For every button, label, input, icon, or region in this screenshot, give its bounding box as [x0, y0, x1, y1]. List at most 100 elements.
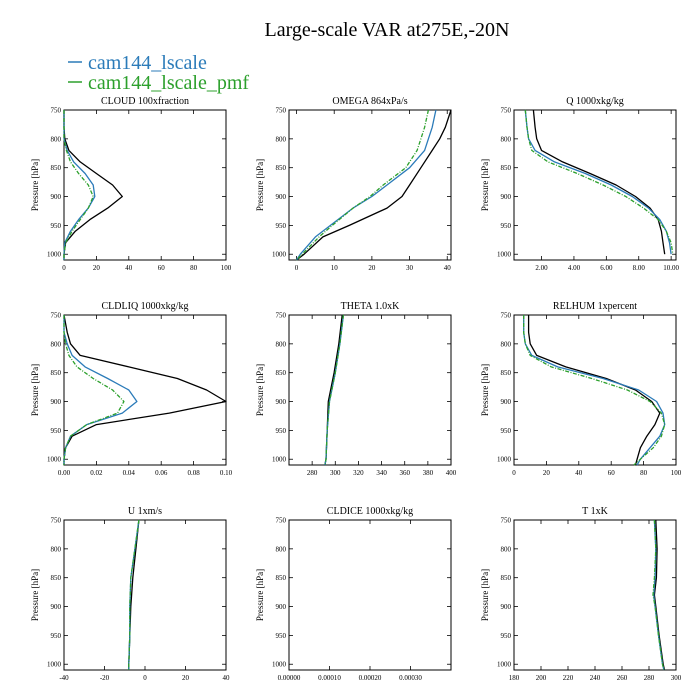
panel-title: OMEGA 864xPa/s: [332, 96, 407, 107]
x-tick-label: 0.10: [220, 469, 233, 477]
x-tick-label: 0.00000: [278, 674, 301, 682]
series-line-control: [527, 315, 661, 466]
y-axis-label: Pressure [hPa]: [480, 364, 490, 416]
series-line-pmf: [524, 109, 674, 255]
x-tick-label: 180: [509, 674, 520, 682]
y-tick-label: 750: [276, 107, 287, 115]
series-line-pmf: [63, 110, 94, 260]
x-tick-label: 20: [368, 264, 376, 272]
y-tick-label: 950: [51, 632, 62, 640]
legend-label-pmf: cam144_lscale_pmf: [88, 72, 249, 94]
x-tick-label: -20: [100, 674, 110, 682]
y-tick-label: 1000: [272, 456, 287, 464]
y-tick-label: 800: [501, 545, 512, 553]
y-tick-label: 1000: [47, 661, 62, 669]
plot-frame: [288, 314, 452, 466]
panel-1: OMEGA 864xPa/s 750 800 850 900 950 1000 0 10 20 30…: [255, 96, 452, 272]
y-tick-label: 1000: [47, 251, 62, 259]
x-tick-label: 360: [399, 469, 410, 477]
panel-7: CLDICE 1000xkg/kg 750 800 850 900 950 1000 0.00…: [255, 506, 452, 682]
y-tick-label: 750: [51, 312, 62, 320]
y-axis-label: Pressure [hPa]: [255, 569, 265, 621]
y-tick-label: 950: [501, 222, 512, 230]
y-tick-label: 900: [51, 398, 62, 406]
y-tick-label: 950: [51, 427, 62, 435]
x-tick-label: 0.08: [187, 469, 200, 477]
series-line-lscale: [523, 315, 666, 466]
panel-title: RELHUM 1xpercent: [553, 301, 637, 312]
x-tick-label: 0: [62, 264, 66, 272]
y-tick-label: 850: [276, 369, 287, 377]
x-tick-label: 300: [671, 674, 682, 682]
x-tick-label: 60: [608, 469, 616, 477]
panel-title: Q 1000xkg/kg: [566, 96, 624, 107]
y-tick-label: 900: [501, 603, 512, 611]
y-tick-label: 900: [276, 603, 287, 611]
panel-6: U 1xm/s 750 800 850 900 950 1000 -40 -20 0 20 40 Pre…: [30, 506, 230, 682]
x-tick-label: 0.02: [90, 469, 103, 477]
y-tick-label: 1000: [497, 661, 512, 669]
panel-title: T 1xK: [582, 506, 608, 517]
x-tick-label: 80: [640, 469, 648, 477]
x-tick-label: 0.04: [123, 469, 136, 477]
y-axis-label: Pressure [hPa]: [30, 159, 40, 211]
y-tick-label: 850: [51, 369, 62, 377]
plot-frame: [63, 109, 227, 261]
y-tick-label: 800: [51, 135, 62, 143]
x-tick-label: 320: [353, 469, 364, 477]
series-line-pmf: [63, 315, 125, 465]
x-tick-label: 10: [331, 264, 339, 272]
x-tick-label: -40: [59, 674, 69, 682]
x-tick-label: 0.00030: [399, 674, 422, 682]
x-tick-label: 4.00: [568, 264, 581, 272]
y-tick-label: 800: [51, 545, 62, 553]
series-line-control: [296, 109, 452, 261]
x-tick-label: 0.00020: [359, 674, 382, 682]
panel-title: CLOUD 100xfraction: [101, 96, 189, 107]
y-tick-label: 900: [501, 193, 512, 201]
x-tick-label: 40: [223, 674, 231, 682]
series-line-pmf: [324, 314, 345, 466]
y-axis-label: Pressure [hPa]: [30, 569, 40, 621]
y-tick-label: 900: [276, 398, 287, 406]
series-line-pmf: [128, 519, 140, 670]
x-tick-label: 340: [376, 469, 387, 477]
x-tick-label: 0.00010: [318, 674, 341, 682]
x-tick-label: 8.00: [633, 264, 646, 272]
y-tick-label: 850: [501, 369, 512, 377]
y-tick-label: 900: [276, 193, 287, 201]
x-tick-label: 380: [423, 469, 434, 477]
x-tick-label: 60: [158, 264, 166, 272]
x-tick-label: 0.00: [58, 469, 71, 477]
y-tick-label: 950: [276, 632, 287, 640]
legend-label-lscale: cam144_lscale: [88, 52, 207, 74]
x-tick-label: 400: [446, 469, 457, 477]
x-tick-label: 280: [644, 674, 655, 682]
series-line-lscale: [295, 109, 437, 261]
panel-title: CLDICE 1000xkg/kg: [327, 506, 413, 517]
y-tick-label: 750: [51, 517, 62, 525]
y-tick-label: 1000: [497, 251, 512, 259]
y-axis-label: Pressure [hPa]: [480, 569, 490, 621]
x-tick-label: 40: [444, 264, 452, 272]
series-line-control: [653, 519, 666, 671]
series-line-lscale: [524, 109, 672, 255]
x-tick-label: 0.06: [155, 469, 168, 477]
y-axis-label: Pressure [hPa]: [255, 159, 265, 211]
series-line-control: [324, 314, 343, 466]
plot-frame: [63, 519, 227, 671]
y-tick-label: 850: [276, 574, 287, 582]
panel-4: THETA 1.0xK 750 800 850 900 950 1000 280 300 320 3…: [255, 301, 457, 477]
y-axis-label: Pressure [hPa]: [255, 364, 265, 416]
panel-title: CLDLIQ 1000xkg/kg: [102, 301, 189, 312]
series-line-lscale: [653, 519, 665, 671]
series-line-pmf: [652, 519, 665, 671]
series-line-lscale: [324, 314, 345, 466]
y-tick-label: 900: [51, 603, 62, 611]
y-tick-label: 950: [501, 427, 512, 435]
x-tick-label: 0: [295, 264, 299, 272]
x-tick-label: 280: [307, 469, 318, 477]
x-tick-label: 30: [406, 264, 414, 272]
